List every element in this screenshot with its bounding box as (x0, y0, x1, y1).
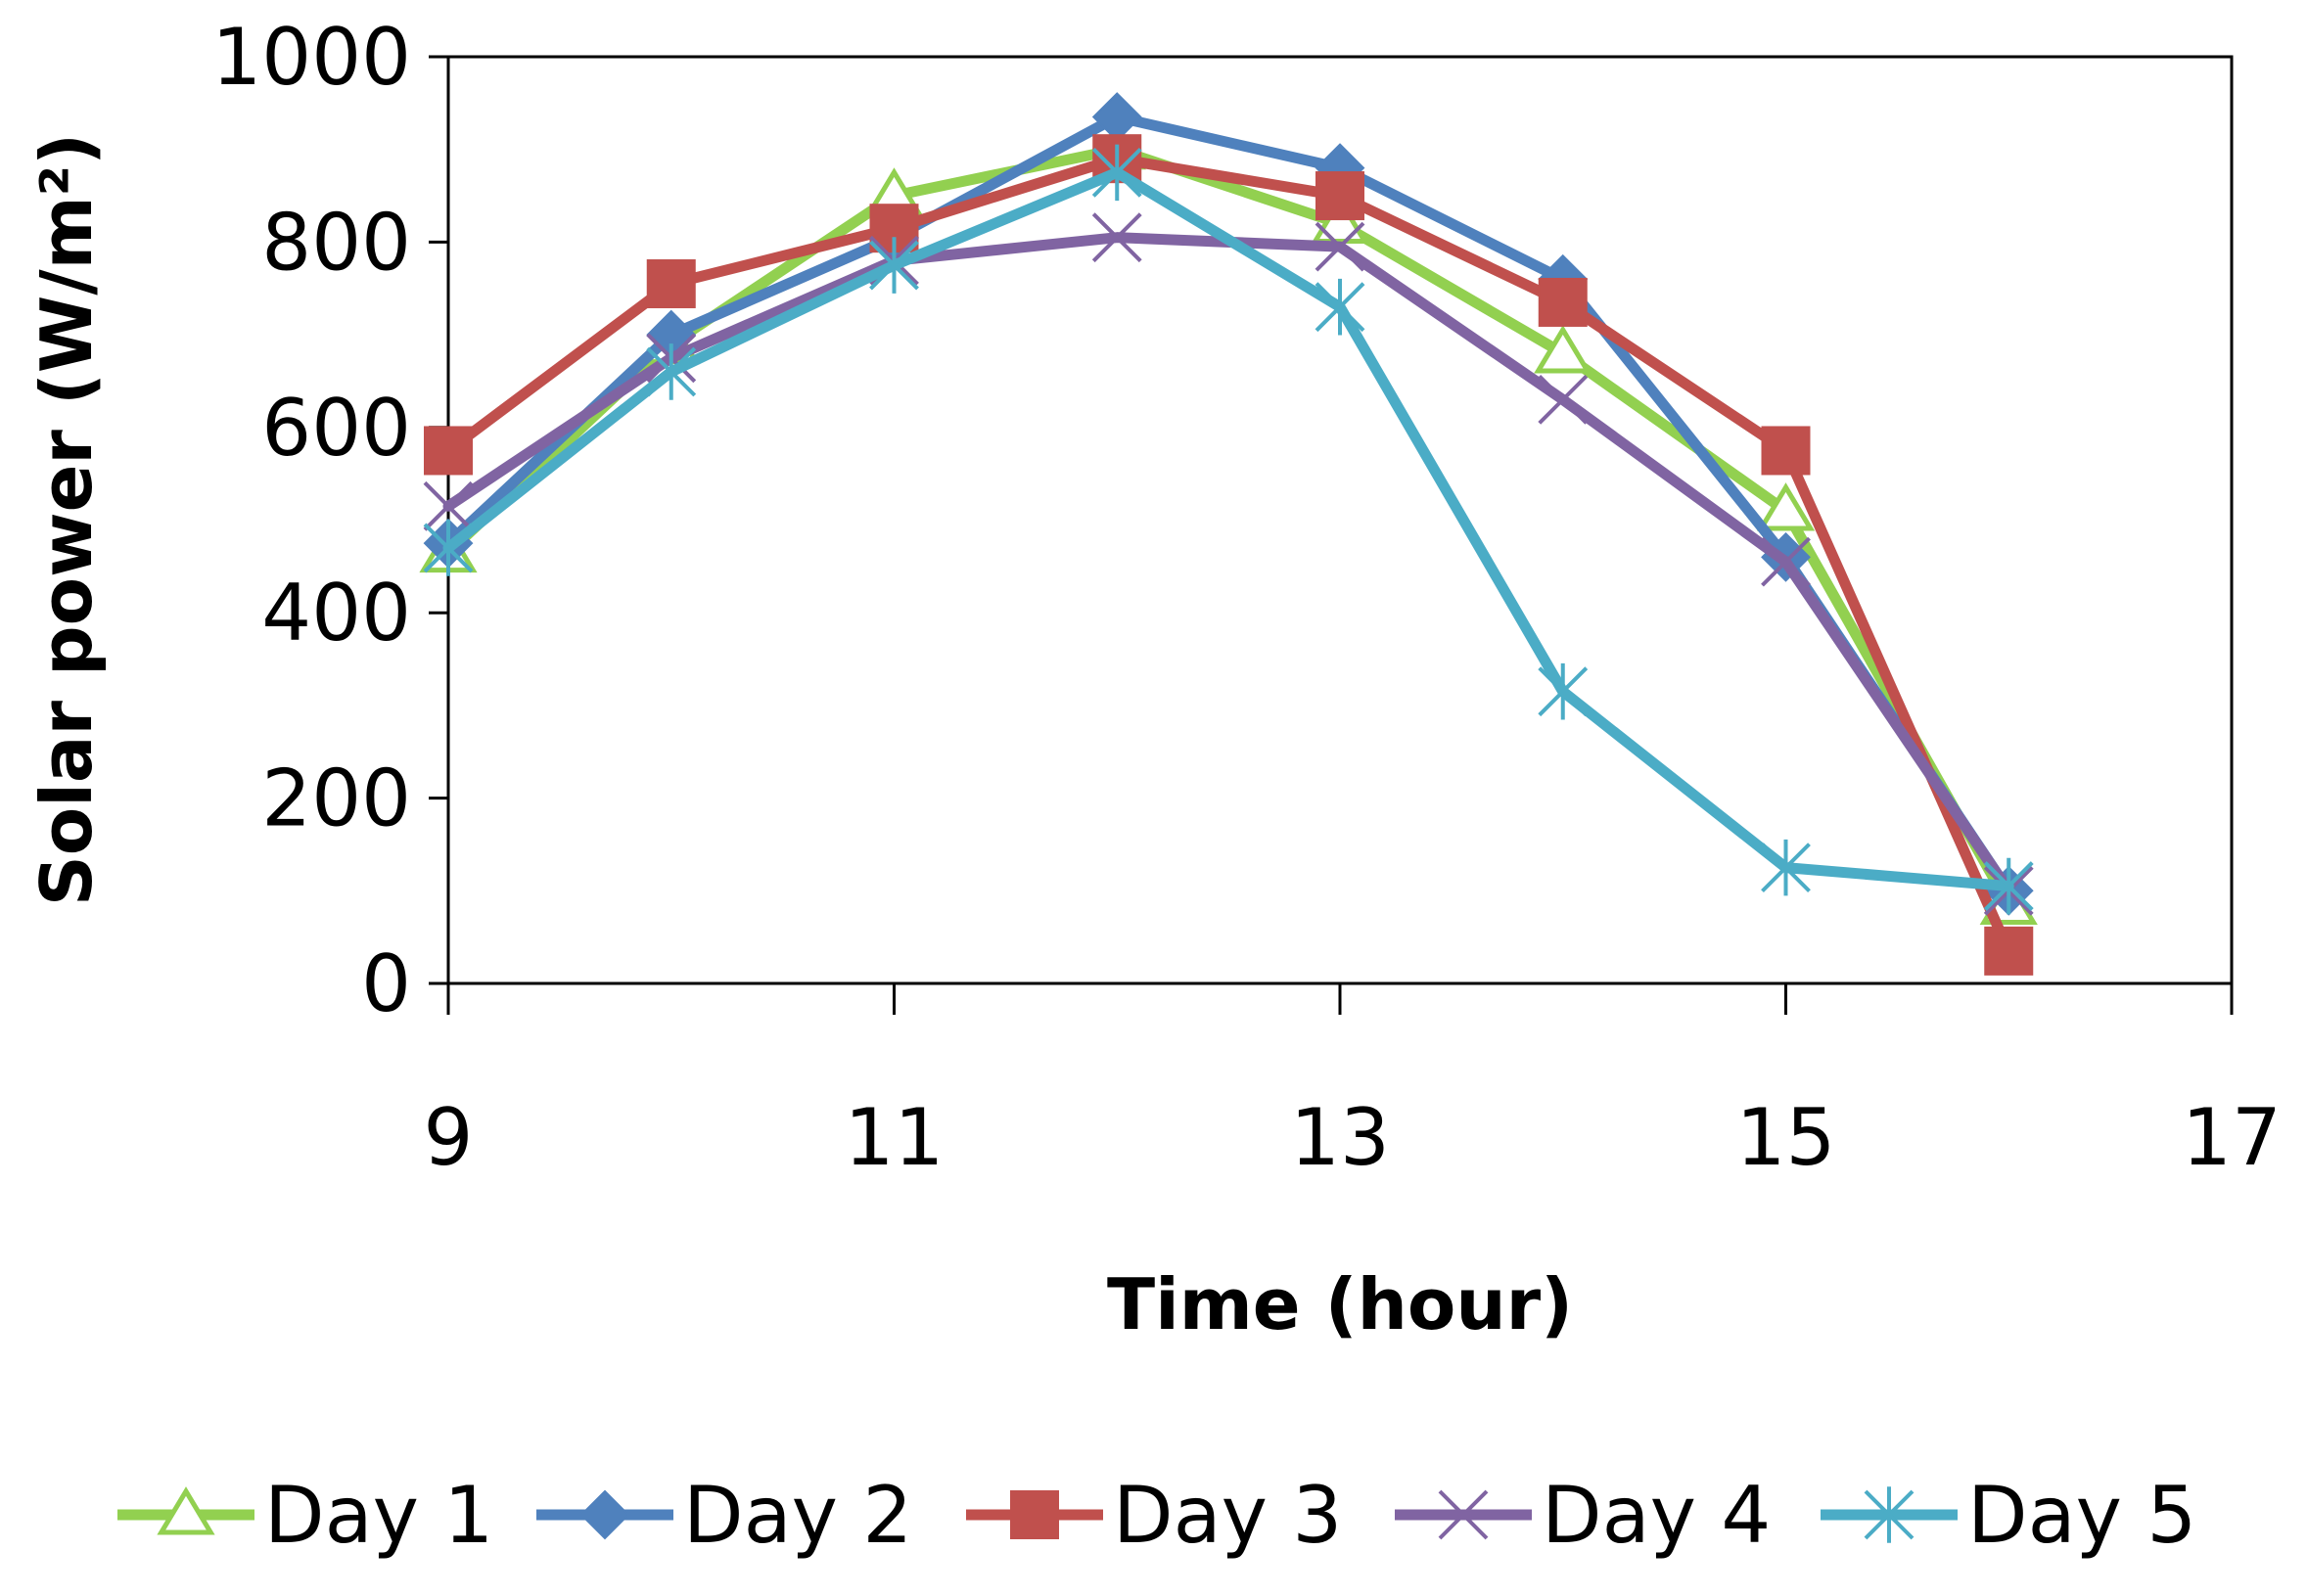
y-tick-label: 0 (361, 938, 411, 1029)
data-point-marker (646, 259, 696, 309)
data-point-marker (646, 343, 697, 400)
legend-label: Day 1 (264, 1470, 493, 1561)
legend-marker (157, 1486, 215, 1535)
y-axis: 0 200 400 600 800 1000 (211, 12, 448, 1029)
x-tick-label: 13 (1290, 1092, 1390, 1183)
data-point-marker (869, 237, 919, 294)
data-point-marker (424, 426, 473, 476)
data-point-marker (1538, 374, 1589, 425)
legend-marker (1438, 1489, 1489, 1540)
data-point-marker (1091, 212, 1142, 263)
legend-item: Day 1 (117, 1470, 493, 1561)
data-point-marker (1311, 195, 1369, 244)
series-layer (419, 92, 2038, 976)
legend-marker (579, 1489, 630, 1540)
y-tick-label: 600 (261, 383, 411, 474)
y-tick-label: 200 (261, 753, 411, 844)
x-axis: 9 11 13 15 17 (424, 983, 2282, 1183)
legend-item: Day 2 (536, 1470, 912, 1561)
series-line (442, 153, 2014, 957)
data-point-marker (1984, 926, 2034, 976)
data-point-marker (1538, 662, 1589, 720)
legend-item: Day 5 (1821, 1470, 2196, 1561)
y-tick-label: 800 (261, 197, 411, 288)
data-point-marker (1091, 144, 1142, 202)
data-point-marker (1761, 839, 1811, 896)
legend: Day 1 Day 2 Day 3 Day 4 Day 5 (117, 1470, 2196, 1561)
y-axis-title: Solar power (W/m²) (25, 133, 108, 906)
series-day-5 (423, 144, 2034, 915)
data-point-marker (423, 520, 474, 576)
legend-label: Day 5 (1967, 1470, 2196, 1561)
x-axis-title: Time (hour) (1107, 1263, 1573, 1345)
data-point-marker (1315, 221, 1365, 272)
legend-label: Day 2 (683, 1470, 912, 1561)
data-point-marker (1538, 277, 1588, 327)
x-tick-label: 11 (845, 1092, 945, 1183)
legend-marker (1010, 1490, 1059, 1539)
data-point-marker (1761, 426, 1811, 476)
data-point-marker (1761, 536, 1811, 587)
data-point-marker (1534, 325, 1592, 374)
y-tick-label: 400 (261, 568, 411, 659)
data-point-marker (1315, 278, 1365, 336)
x-tick-label: 15 (1736, 1092, 1836, 1183)
x-tick-label: 17 (2182, 1092, 2282, 1183)
series-line (442, 166, 2014, 892)
y-tick-label: 1000 (211, 12, 411, 103)
data-point-marker (1983, 857, 2034, 915)
legend-item: Day 4 (1395, 1470, 1771, 1561)
x-tick-label: 9 (424, 1092, 474, 1183)
series-line (442, 112, 2014, 896)
legend-item: Day 3 (966, 1470, 1342, 1561)
data-point-marker (1315, 171, 1364, 221)
data-point-marker (1756, 482, 1816, 531)
legend-marker (1864, 1486, 1915, 1543)
legend-label: Day 3 (1113, 1470, 1342, 1561)
data-point-marker (423, 480, 474, 531)
legend-label: Day 4 (1542, 1470, 1771, 1561)
